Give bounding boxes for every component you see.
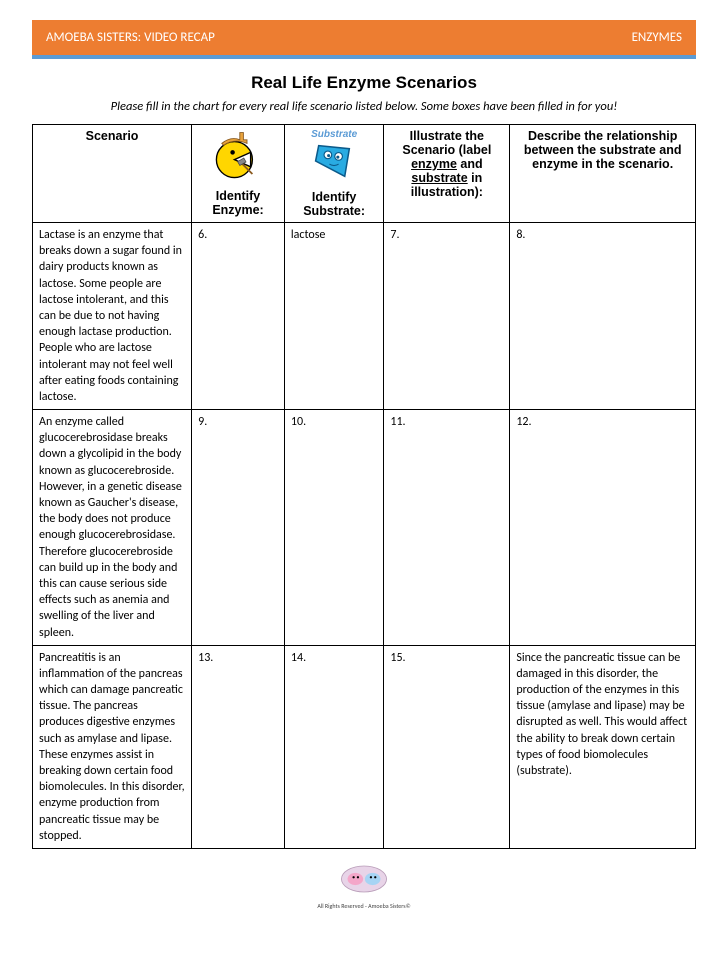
- table-header-row: Scenario Identify Enzyme:: [33, 125, 696, 223]
- enzyme-icon: [211, 129, 265, 183]
- cell-enzyme[interactable]: 6.: [192, 223, 285, 410]
- page: AMOEBA SISTERS: VIDEO RECAP ENZYMES Real…: [0, 0, 728, 930]
- substrate-icon: [311, 138, 357, 184]
- cell-describe[interactable]: Since the pancreatic tissue can be damag…: [510, 645, 696, 848]
- page-title: Real Life Enzyme Scenarios: [32, 73, 696, 93]
- header-right: ENZYMES: [632, 30, 682, 45]
- substrate-label: Identify Substrate:: [291, 190, 377, 218]
- cell-illustrate[interactable]: 7.: [384, 223, 510, 410]
- table-row: Pancreatitis is an inflammation of the p…: [33, 645, 696, 848]
- col-header-describe: Describe the relationship between the su…: [510, 125, 696, 223]
- cell-substrate[interactable]: 10.: [284, 410, 383, 646]
- cell-describe[interactable]: 12.: [510, 410, 696, 646]
- col-header-illustrate: Illustrate the Scenario (label enzyme an…: [384, 125, 510, 223]
- instruction-text: Please fill in the chart for every real …: [32, 99, 696, 114]
- cell-scenario: Lactase is an enzyme that breaks down a …: [33, 223, 192, 410]
- cell-enzyme[interactable]: 13.: [192, 645, 285, 848]
- footer-logo: All Rights Reserved - Amoeba Sisters©: [32, 861, 696, 910]
- amoeba-logo-icon: [338, 861, 390, 897]
- cell-scenario: Pancreatitis is an inflammation of the p…: [33, 645, 192, 848]
- cell-substrate[interactable]: lactose: [284, 223, 383, 410]
- cell-scenario: An enzyme called glucocerebrosidase brea…: [33, 410, 192, 646]
- col-header-scenario: Scenario: [33, 125, 192, 223]
- cell-illustrate[interactable]: 15.: [384, 645, 510, 848]
- cell-describe[interactable]: 8.: [510, 223, 696, 410]
- worksheet-table: Scenario Identify Enzyme:: [32, 124, 696, 849]
- header-bar: AMOEBA SISTERS: VIDEO RECAP ENZYMES: [32, 20, 696, 59]
- table-row: An enzyme called glucocerebrosidase brea…: [33, 410, 696, 646]
- footer-copyright: All Rights Reserved - Amoeba Sisters©: [32, 902, 696, 910]
- table-row: Lactase is an enzyme that breaks down a …: [33, 223, 696, 410]
- cell-illustrate[interactable]: 11.: [384, 410, 510, 646]
- header-left: AMOEBA SISTERS: VIDEO RECAP: [46, 30, 215, 45]
- col-header-substrate: Substrate Identify Substrate:: [284, 125, 383, 223]
- cell-enzyme[interactable]: 9.: [192, 410, 285, 646]
- enzyme-label: Identify Enzyme:: [198, 189, 278, 217]
- cell-substrate[interactable]: 14.: [284, 645, 383, 848]
- col-header-enzyme: Identify Enzyme:: [192, 125, 285, 223]
